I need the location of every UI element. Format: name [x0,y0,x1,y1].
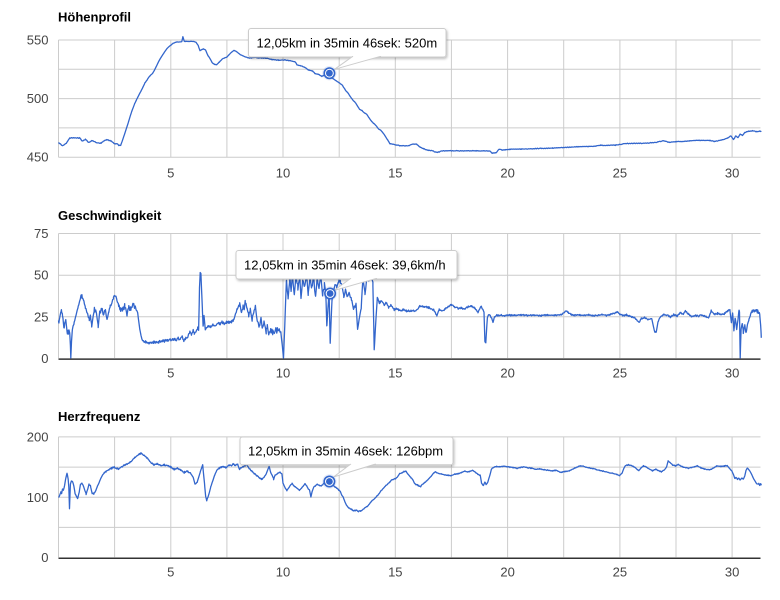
svg-text:20: 20 [500,166,514,181]
svg-text:Herzfrequenz: Herzfrequenz [58,409,141,424]
svg-text:10: 10 [276,366,290,381]
svg-text:500: 500 [27,91,49,106]
svg-text:25: 25 [34,309,48,324]
svg-text:25: 25 [613,366,627,381]
svg-text:5: 5 [167,166,174,181]
svg-text:20: 20 [500,565,514,580]
svg-text:200: 200 [27,429,49,444]
svg-text:12,05km in 35min 46sek: 39,6km: 12,05km in 35min 46sek: 39,6km/h [244,257,446,272]
svg-text:12,05km in 35min 46sek: 520m: 12,05km in 35min 46sek: 520m [257,35,438,50]
svg-text:15: 15 [388,565,402,580]
svg-text:Höhenprofil: Höhenprofil [58,10,131,25]
svg-text:0: 0 [41,351,48,366]
svg-text:10: 10 [276,166,290,181]
svg-text:25: 25 [613,565,627,580]
svg-text:15: 15 [388,166,402,181]
svg-text:100: 100 [27,490,49,505]
svg-text:Geschwindigkeit: Geschwindigkeit [58,208,162,223]
svg-text:10: 10 [276,565,290,580]
svg-text:450: 450 [27,150,49,165]
svg-text:25: 25 [613,166,627,181]
svg-text:75: 75 [34,226,48,241]
svg-text:0: 0 [41,550,48,565]
svg-text:5: 5 [167,565,174,580]
svg-text:30: 30 [725,166,739,181]
svg-text:50: 50 [34,268,48,283]
svg-text:20: 20 [500,366,514,381]
svg-text:5: 5 [167,366,174,381]
svg-text:30: 30 [725,366,739,381]
svg-text:12,05km in 35min 46sek: 126bpm: 12,05km in 35min 46sek: 126bpm [248,444,443,459]
svg-text:550: 550 [27,33,49,48]
svg-text:15: 15 [388,366,402,381]
svg-text:30: 30 [725,565,739,580]
